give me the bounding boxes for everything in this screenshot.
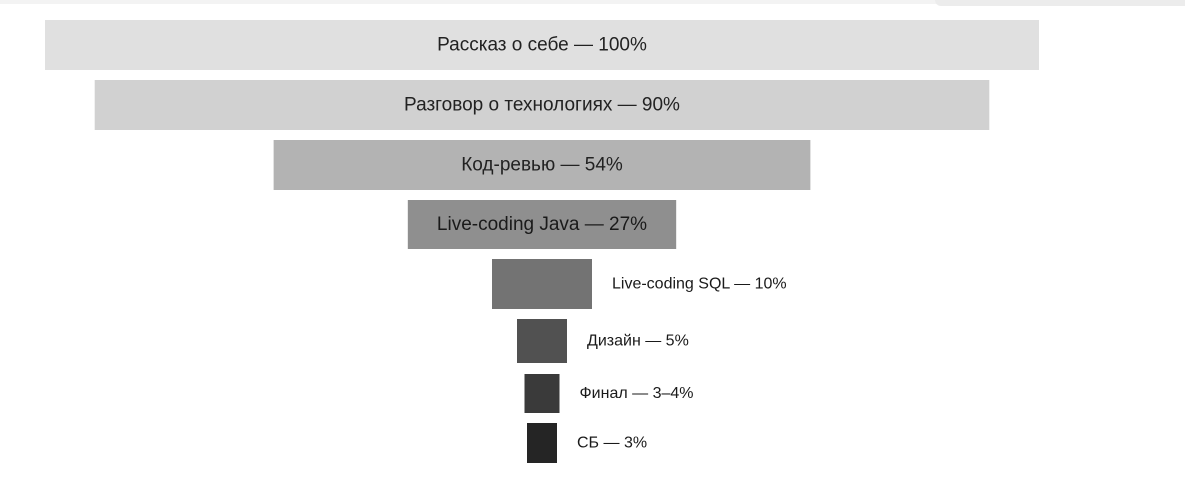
funnel-label-4: Live-coding Java — 27%	[437, 214, 647, 235]
funnel-label-7: Финал — 3–4%	[580, 385, 694, 402]
funnel-bar-4	[407, 200, 677, 249]
top-divider	[0, 0, 1185, 4]
funnel-bar-5	[492, 259, 592, 309]
funnel-label-5: Live-coding SQL — 10%	[612, 276, 787, 293]
funnel-bar-8	[527, 423, 557, 463]
top-right-strip	[935, 0, 1185, 6]
funnel-bar-3	[273, 140, 811, 190]
funnel-label-3: Код-ревью — 54%	[461, 155, 623, 176]
funnel-label-8: СБ — 3%	[577, 435, 647, 452]
funnel-label-6: Дизайн — 5%	[587, 333, 689, 350]
funnel-bar-6	[517, 319, 567, 363]
funnel-label-1: Рассказ о себе — 100%	[437, 35, 647, 56]
funnel-label-2: Разговор о технологиях — 90%	[404, 95, 680, 116]
funnel-bar-2	[94, 80, 990, 130]
funnel-bar-7	[524, 374, 560, 413]
funnel-bar-1	[45, 20, 1039, 70]
